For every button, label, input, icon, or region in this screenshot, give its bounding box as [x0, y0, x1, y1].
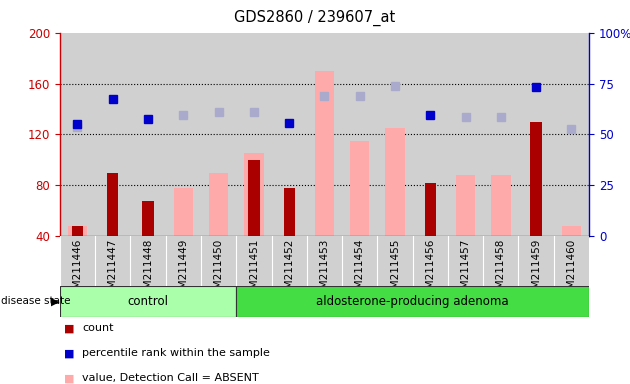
Text: GSM211450: GSM211450: [214, 239, 224, 302]
Bar: [60, 33, 95, 236]
Text: value, Detection Call = ABSENT: value, Detection Call = ABSENT: [82, 373, 259, 383]
Bar: [60, 286, 236, 317]
Text: GSM211448: GSM211448: [143, 239, 153, 302]
Text: GSM211451: GSM211451: [249, 239, 259, 302]
Bar: [554, 33, 589, 236]
Text: GSM211455: GSM211455: [390, 239, 400, 302]
Text: GSM211460: GSM211460: [566, 239, 576, 302]
Bar: [350, 141, 369, 236]
Text: GSM211456: GSM211456: [425, 239, 435, 302]
Text: GSM211457: GSM211457: [461, 239, 471, 302]
Text: GSM211453: GSM211453: [319, 239, 329, 302]
Bar: [272, 33, 307, 236]
Bar: [236, 33, 272, 236]
Text: control: control: [127, 295, 169, 308]
Bar: [142, 200, 154, 236]
Text: GSM211459: GSM211459: [531, 239, 541, 302]
Bar: [201, 33, 236, 236]
Bar: [107, 172, 118, 236]
Bar: [518, 33, 554, 236]
Bar: [130, 33, 166, 236]
Text: aldosterone-producing adenoma: aldosterone-producing adenoma: [316, 295, 509, 308]
Text: GSM211458: GSM211458: [496, 239, 506, 302]
Text: GSM211446: GSM211446: [72, 239, 83, 302]
Bar: [483, 33, 518, 236]
Text: GSM211454: GSM211454: [355, 239, 365, 302]
Bar: [386, 128, 404, 236]
Bar: [244, 154, 263, 236]
Text: percentile rank within the sample: percentile rank within the sample: [82, 348, 270, 358]
Bar: [315, 71, 334, 236]
Text: ■: ■: [64, 373, 74, 383]
Bar: [236, 286, 589, 317]
Text: ■: ■: [64, 323, 74, 333]
Bar: [491, 175, 510, 236]
Bar: [95, 33, 130, 236]
Bar: [342, 33, 377, 236]
Bar: [377, 33, 413, 236]
Bar: [166, 33, 201, 236]
Bar: [425, 183, 436, 236]
Bar: [284, 188, 295, 236]
Bar: [448, 33, 483, 236]
Bar: [68, 226, 87, 236]
Text: count: count: [82, 323, 113, 333]
Text: GSM211449: GSM211449: [178, 239, 188, 302]
Text: GSM211447: GSM211447: [108, 239, 118, 302]
Bar: [456, 175, 475, 236]
Bar: [174, 188, 193, 236]
Bar: [413, 33, 448, 236]
Text: ▶: ▶: [51, 296, 60, 306]
Bar: [307, 33, 342, 236]
Bar: [209, 172, 228, 236]
Text: disease state: disease state: [1, 296, 70, 306]
Bar: [530, 122, 542, 236]
Text: ■: ■: [64, 348, 74, 358]
Bar: [562, 226, 581, 236]
Text: GSM211452: GSM211452: [284, 239, 294, 302]
Bar: [248, 160, 260, 236]
Text: GDS2860 / 239607_at: GDS2860 / 239607_at: [234, 10, 396, 26]
Bar: [72, 226, 83, 236]
